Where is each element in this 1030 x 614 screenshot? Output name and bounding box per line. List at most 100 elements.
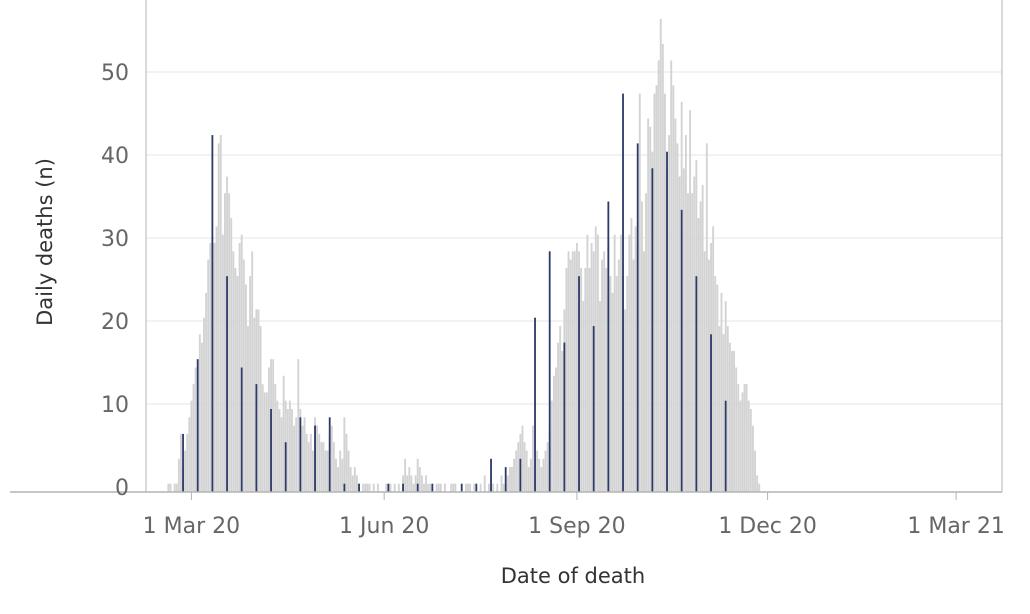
daily-bar — [443, 483, 446, 492]
daily-bar — [596, 234, 599, 492]
daily-bar — [362, 483, 365, 492]
daily-bar — [659, 18, 662, 493]
daily-bar — [341, 458, 344, 492]
daily-bar — [265, 392, 268, 492]
daily-bar — [335, 458, 337, 492]
daily-bar — [550, 400, 553, 492]
daily-bar — [676, 143, 679, 492]
daily-bar — [557, 342, 560, 492]
daily-bar — [372, 483, 375, 492]
weekly-marker — [460, 483, 463, 492]
daily-bar — [412, 483, 415, 492]
weekly-marker — [475, 483, 478, 492]
daily-bar — [733, 350, 736, 492]
daily-bar — [439, 483, 442, 492]
daily-bar — [571, 251, 574, 492]
daily-bar — [330, 425, 333, 492]
daily-bar — [569, 259, 572, 492]
daily-bar — [716, 284, 719, 492]
daily-bar — [718, 326, 721, 492]
daily-bar — [406, 475, 409, 492]
daily-bar — [200, 342, 203, 492]
daily-bar — [687, 193, 689, 492]
daily-bar — [219, 135, 222, 492]
y-tick-label: 0 — [115, 476, 129, 501]
daily-bar — [318, 433, 321, 492]
daily-bar — [754, 450, 756, 492]
daily-bar — [584, 267, 587, 492]
daily-bar — [693, 176, 696, 492]
daily-bar — [599, 301, 601, 492]
daily-bar — [515, 450, 518, 492]
daily-bar — [756, 475, 759, 492]
weekly-marker — [680, 209, 683, 493]
daily-bar — [288, 400, 291, 492]
daily-bar — [464, 483, 467, 492]
daily-bar — [580, 267, 583, 492]
daily-bar — [454, 483, 457, 492]
daily-bar — [366, 483, 369, 492]
daily-bar — [274, 384, 277, 492]
daily-bar — [408, 467, 411, 492]
daily-bar — [259, 326, 262, 492]
daily-bar — [280, 417, 283, 492]
daily-bar — [397, 483, 400, 492]
daily-bar — [257, 309, 260, 492]
x-axis-title: Date of death — [501, 564, 645, 588]
daily-bar — [513, 458, 516, 492]
weekly-marker — [622, 93, 624, 492]
weekly-marker — [299, 417, 302, 492]
daily-bar — [339, 450, 342, 492]
daily-bar — [316, 425, 319, 492]
daily-bar — [544, 450, 547, 492]
daily-bar — [356, 475, 358, 492]
daily-bar — [565, 267, 568, 492]
weekly-marker — [666, 151, 668, 492]
daily-bar — [293, 425, 296, 492]
daily-bar — [326, 450, 329, 492]
daily-bar — [663, 93, 666, 492]
daily-bar — [508, 467, 511, 492]
daily-bar — [594, 226, 597, 492]
daily-bar — [728, 342, 731, 492]
weekly-marker — [284, 442, 287, 492]
daily-bar — [521, 425, 524, 492]
daily-bar — [670, 60, 673, 493]
weekly-marker — [416, 483, 419, 492]
daily-bar — [747, 400, 750, 492]
daily-bar — [645, 193, 648, 492]
daily-bar — [536, 450, 539, 492]
daily-bar — [343, 417, 346, 492]
daily-bar — [278, 409, 281, 492]
daily-bar — [601, 259, 604, 492]
weekly-marker — [578, 276, 580, 492]
daily-bar — [192, 384, 195, 492]
daily-bar — [741, 392, 744, 492]
daily-bar — [263, 392, 266, 492]
weekly-marker — [534, 317, 536, 492]
daily-bar — [376, 483, 379, 492]
daily-bar — [722, 334, 725, 492]
daily-bar — [611, 292, 614, 492]
daily-bar — [173, 483, 176, 492]
daily-bar — [194, 367, 197, 492]
weekly-marker — [343, 483, 346, 492]
daily-bar — [751, 425, 754, 492]
daily-bars — [167, 18, 761, 493]
x-tick-label: 1 Sep 20 — [528, 514, 625, 539]
weekly-marker — [387, 483, 390, 492]
weekly-marker — [358, 483, 360, 492]
daily-bar — [452, 483, 455, 492]
daily-bar — [657, 60, 660, 493]
weekly-marker — [402, 483, 404, 492]
weekly-marker — [328, 417, 331, 492]
x-tick-label: 1 Mar 21 — [907, 514, 1005, 539]
weekly-marker — [548, 251, 551, 492]
daily-bar — [234, 267, 237, 492]
daily-bar — [272, 359, 275, 492]
daily-bar — [242, 259, 245, 492]
daily-bar — [559, 326, 562, 492]
daily-bar — [228, 193, 231, 492]
weekly-marker — [182, 433, 184, 492]
daily-bar — [691, 193, 694, 492]
